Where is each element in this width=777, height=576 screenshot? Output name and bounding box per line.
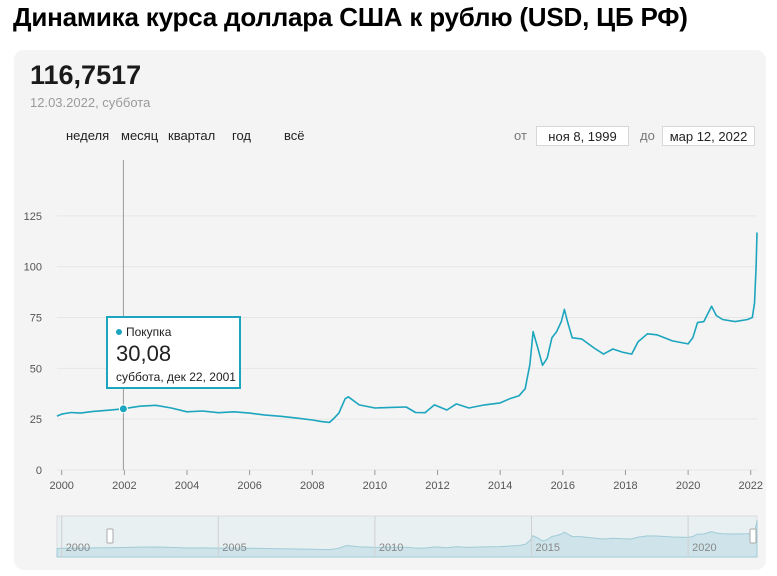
tab-all[interactable]: всё: [284, 128, 305, 143]
tab-week[interactable]: неделя: [66, 128, 110, 143]
range-to-label: до: [640, 128, 655, 143]
page-title: Динамика курса доллара США к рублю (USD,…: [13, 2, 688, 32]
chart-card: [14, 50, 766, 570]
tooltip-value: 30,08: [116, 341, 172, 366]
navigator-tick-label: 2010: [379, 542, 403, 554]
tab-quarter[interactable]: квартал: [168, 128, 216, 143]
series-line-purchase: [56, 232, 758, 424]
series-dot-icon: [116, 329, 122, 335]
x-tick-label: 2018: [613, 480, 637, 492]
navigator-tick-label: 2015: [535, 542, 559, 554]
highlight-point: [118, 404, 128, 414]
x-tick-label: 2006: [237, 480, 261, 492]
navigator-series-area: [56, 520, 758, 558]
navigator-tick-label: 2005: [222, 542, 246, 554]
navigator-right-handle[interactable]: [749, 528, 757, 544]
x-tick-label: 2010: [363, 480, 387, 492]
x-tick-label: 2000: [49, 480, 73, 492]
navigator-tick-label: 2000: [66, 542, 90, 554]
chart-tooltip: Покупка 30,08 суббота, дек 22, 2001: [106, 316, 241, 389]
tab-month[interactable]: месяц: [121, 128, 159, 143]
x-tick-label: 2020: [676, 480, 700, 492]
range-to-input[interactable]: мар 12, 2022: [662, 126, 755, 146]
current-rate-value: 116,7517: [30, 60, 142, 90]
x-tick-label: 2014: [488, 480, 512, 492]
y-tick-label: 25: [30, 414, 42, 426]
current-rate-date: 12.03.2022, суббота: [30, 95, 151, 110]
x-tick-label: 2022: [738, 480, 762, 492]
y-tick-label: 75: [30, 313, 42, 325]
y-tick-label: 100: [24, 262, 42, 274]
navigator-tick-label: 2020: [692, 542, 716, 554]
tooltip-series: Покупка: [116, 325, 171, 339]
tooltip-date: суббота, дек 22, 2001: [116, 370, 236, 384]
x-tick-label: 2004: [175, 480, 199, 492]
navigator-left-handle[interactable]: [106, 528, 114, 544]
tab-year[interactable]: год: [232, 128, 251, 143]
x-tick-label: 2002: [112, 480, 136, 492]
y-tick-label: 50: [30, 363, 42, 375]
y-tick-label: 0: [36, 465, 42, 477]
x-tick-label: 2008: [300, 480, 324, 492]
range-from-label: от: [514, 128, 527, 143]
y-tick-label: 125: [24, 211, 42, 223]
x-tick-label: 2016: [551, 480, 575, 492]
tooltip-series-name: Покупка: [126, 325, 172, 339]
x-tick-label: 2012: [425, 480, 449, 492]
range-from-input[interactable]: ноя 8, 1999: [536, 126, 629, 146]
